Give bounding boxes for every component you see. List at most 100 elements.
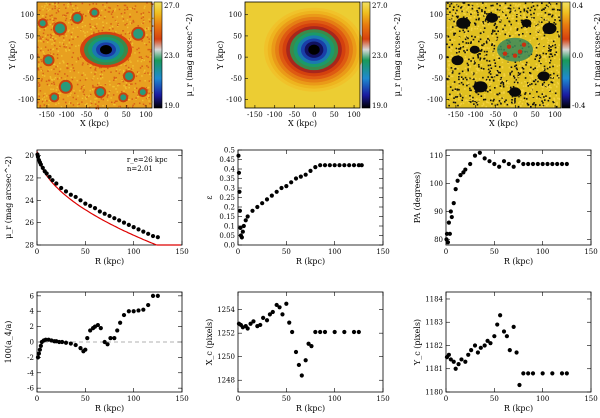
noise-pixel <box>48 79 51 82</box>
noise-pixel <box>84 74 86 76</box>
residual-pixel <box>446 35 448 38</box>
residual-pixel <box>488 39 490 42</box>
residual-pixel <box>532 5 535 7</box>
data-point <box>88 328 93 333</box>
noise-pixel <box>77 58 80 61</box>
data-point <box>108 336 113 341</box>
residual-pixel <box>516 28 519 30</box>
data-point <box>264 197 270 202</box>
residual-pixel <box>458 98 460 101</box>
noise-pixel <box>78 10 80 12</box>
data-point <box>98 326 103 331</box>
noise-pixel <box>40 49 42 52</box>
data-point <box>448 357 453 362</box>
residual-pixel <box>554 39 556 41</box>
noise-pixel <box>82 84 85 87</box>
residual-pixel <box>482 103 485 106</box>
noise-pixel <box>98 17 101 20</box>
noise-pixel <box>66 62 69 65</box>
residual-pixel <box>449 93 451 96</box>
residual-pixel <box>463 58 466 61</box>
residual-pixel <box>540 17 542 20</box>
noise-pixel <box>83 93 85 96</box>
residual-pixel <box>547 99 550 102</box>
residual-pixel <box>542 44 545 47</box>
noise-pixel <box>53 63 55 65</box>
residual-pixel <box>543 81 546 84</box>
noise-pixel <box>44 99 47 101</box>
noise-pixel <box>120 90 123 93</box>
residual-pixel <box>513 6 515 8</box>
residual-pixel <box>519 105 522 108</box>
noise-pixel <box>46 8 49 10</box>
residual-pixel <box>557 46 559 49</box>
residual-pixel <box>507 7 510 10</box>
residual-pixel <box>543 56 546 58</box>
data-point <box>290 329 295 335</box>
residual-pixel <box>555 105 558 108</box>
noise-pixel <box>48 99 51 102</box>
data-point <box>248 321 253 326</box>
residual-pixel <box>453 81 456 83</box>
residual-pixel <box>487 68 490 71</box>
noise-pixel <box>131 98 134 100</box>
x-tick-label: 100 <box>127 395 140 403</box>
x-tick-label: 100 <box>548 111 561 119</box>
residual-pixel <box>488 47 490 50</box>
noise-pixel <box>56 78 59 80</box>
x-axis-label: R (kpc) <box>504 257 533 266</box>
data-point <box>95 322 100 328</box>
data-point <box>458 173 463 178</box>
noise-pixel <box>68 42 71 44</box>
data-point <box>540 161 545 167</box>
y-tick-label: 0.3 <box>224 185 235 193</box>
residual-pixel <box>540 13 543 15</box>
noise-pixel <box>47 39 49 41</box>
noise-pixel <box>54 72 57 75</box>
noise-pixel <box>52 21 54 23</box>
residual-pixel <box>456 12 458 14</box>
source-blob <box>73 13 82 22</box>
noise-pixel <box>138 102 141 104</box>
noise-pixel <box>82 13 84 16</box>
noise-pixel <box>69 94 71 96</box>
residual-pixel <box>499 96 501 98</box>
residual-pixel <box>454 89 456 92</box>
residual-pixel <box>489 42 491 44</box>
noise-pixel <box>126 26 129 29</box>
residual-pixel <box>458 51 460 53</box>
residual-pixel <box>496 2 498 5</box>
residual-pixel <box>558 32 561 34</box>
residual-pixel <box>553 83 556 86</box>
residual-pixel <box>450 96 453 98</box>
residual-pixel <box>522 32 524 35</box>
noise-pixel <box>110 13 113 15</box>
noise-pixel <box>85 98 87 100</box>
residual-pixel <box>515 78 518 81</box>
data-point <box>540 371 545 376</box>
residual-pixel <box>483 50 486 53</box>
masked-source <box>509 87 521 97</box>
noise-pixel <box>106 99 109 102</box>
x-tick-label: 100 <box>139 111 152 119</box>
noise-pixel <box>78 103 80 106</box>
residual-pixel <box>496 93 498 96</box>
residual-pixel <box>495 10 497 13</box>
residual-pixel <box>481 9 483 11</box>
noise-pixel <box>43 75 46 77</box>
residual-pixel <box>507 31 510 34</box>
residual-pixel <box>532 103 534 106</box>
residual-pixel <box>465 51 468 54</box>
noise-pixel <box>60 106 63 108</box>
noise-pixel <box>62 37 65 39</box>
residual-pixel <box>451 70 454 73</box>
noise-pixel <box>51 25 54 28</box>
noise-pixel <box>119 105 122 108</box>
noise-pixel <box>120 64 122 66</box>
noise-pixel <box>56 65 59 67</box>
residual-pixel <box>549 53 552 55</box>
residual-pixel <box>501 92 503 94</box>
residual-pixel <box>467 64 470 66</box>
residual-pixel <box>516 12 518 15</box>
x-tick-label: 100 <box>536 248 549 256</box>
